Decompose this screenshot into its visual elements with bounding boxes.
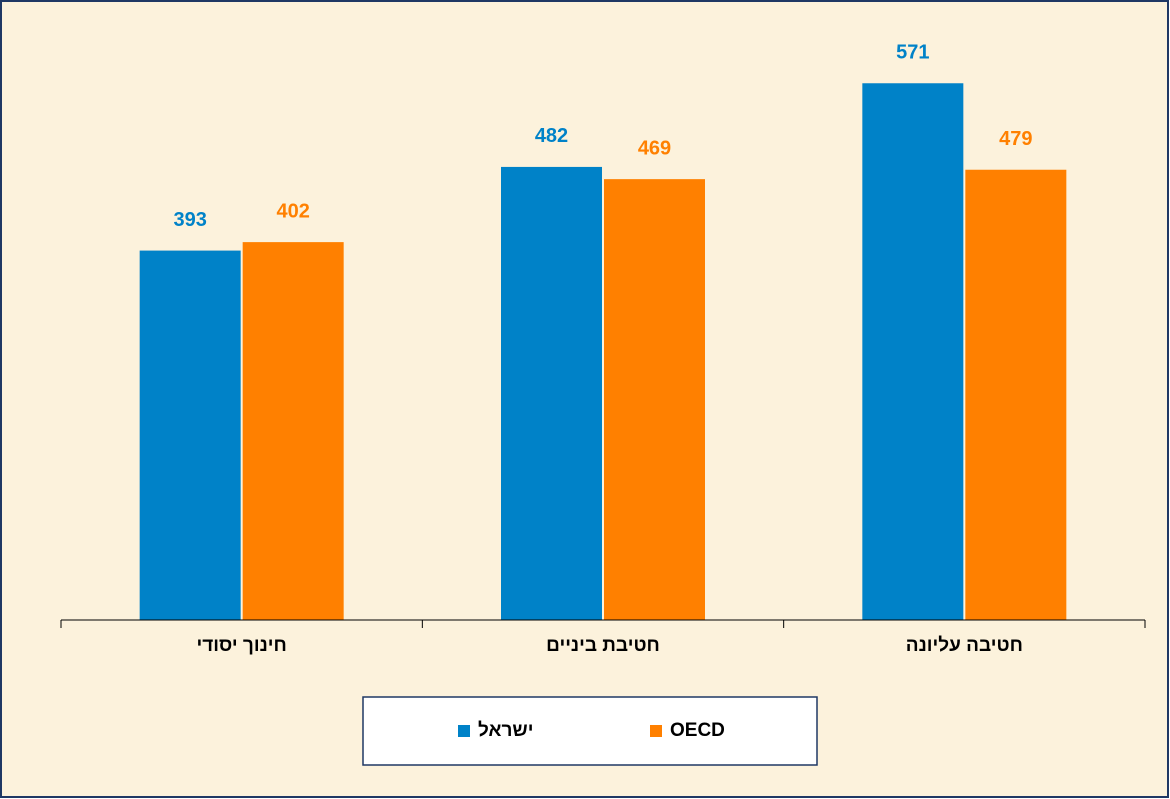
legend-marker <box>650 725 662 737</box>
bar <box>862 83 964 620</box>
data-label: 393 <box>173 209 206 231</box>
bar <box>242 242 344 620</box>
x-tick-label: חטיבה עליונה <box>906 635 1023 656</box>
bar <box>501 166 602 621</box>
legend-marker <box>458 725 470 737</box>
x-tick-label: חטיבת ביניים <box>546 635 660 656</box>
bar <box>965 169 1067 621</box>
legend-label: ישראל <box>478 720 533 741</box>
bar <box>604 179 705 620</box>
x-tick-label: חינוך יסודי <box>196 635 286 656</box>
legend-label: OECD <box>670 720 725 741</box>
bar <box>139 250 241 620</box>
legend <box>362 696 818 766</box>
data-label: 479 <box>999 128 1032 150</box>
data-label: 402 <box>276 200 309 222</box>
data-label: 469 <box>638 137 671 159</box>
data-label: 571 <box>896 42 929 64</box>
data-label: 482 <box>535 125 568 147</box>
